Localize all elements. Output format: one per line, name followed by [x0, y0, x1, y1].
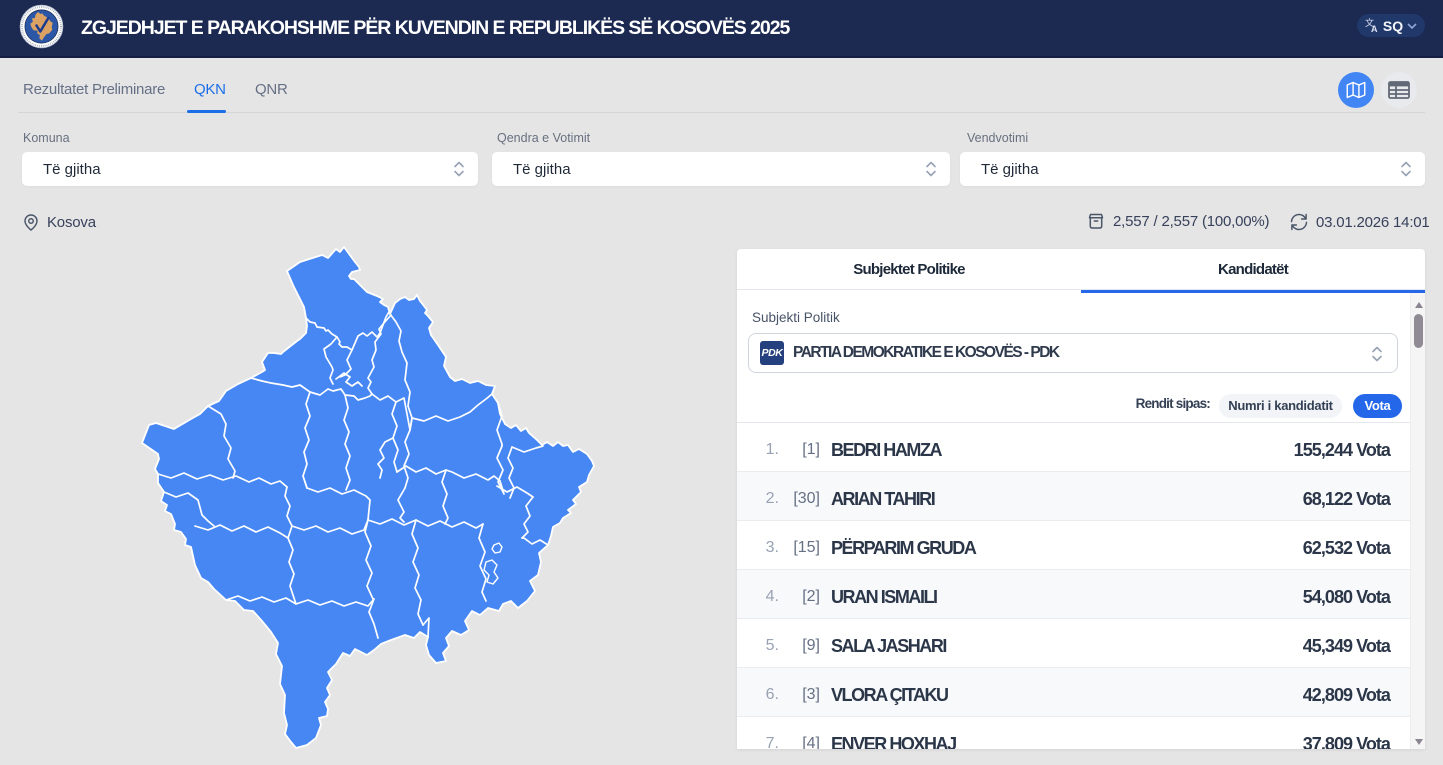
svg-text:A: A — [1371, 24, 1378, 33]
svg-text:文: 文 — [1365, 18, 1374, 28]
